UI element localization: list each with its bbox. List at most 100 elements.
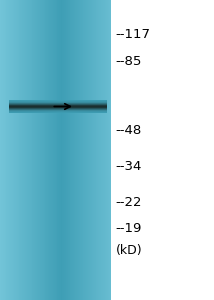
Bar [41, 0, 42, 300]
Bar [0, 0, 1, 300]
Bar [59, 0, 60, 300]
Bar [93, 0, 94, 300]
Text: --19: --19 [116, 221, 142, 235]
Bar [53, 0, 54, 300]
Bar [99, 0, 100, 300]
Bar [97, 0, 98, 300]
Bar [110, 0, 111, 300]
Bar [35, 0, 36, 300]
Bar [22, 0, 23, 300]
Bar [24, 0, 25, 300]
Text: --85: --85 [116, 55, 142, 68]
Bar [16, 0, 17, 300]
Bar [89, 0, 90, 300]
Bar [26, 0, 27, 300]
Bar [38, 0, 39, 300]
Bar [98, 0, 99, 300]
Text: --117: --117 [116, 28, 151, 41]
Bar [67, 0, 68, 300]
Bar [31, 0, 33, 300]
Bar [60, 0, 61, 300]
Bar [100, 0, 101, 300]
Bar [15, 0, 16, 300]
Bar [92, 0, 93, 300]
Bar [66, 0, 67, 300]
Bar [2, 0, 3, 300]
Bar [109, 0, 110, 300]
Bar [3, 0, 4, 300]
Bar [9, 0, 10, 300]
Bar [14, 0, 15, 300]
Bar [94, 0, 95, 300]
Bar [69, 0, 70, 300]
Bar [18, 0, 19, 300]
Bar [81, 0, 82, 300]
Text: (kD): (kD) [116, 244, 142, 257]
Bar [11, 0, 12, 300]
Bar [12, 0, 13, 300]
Bar [4, 0, 5, 300]
Bar [58, 0, 59, 300]
Bar [33, 0, 34, 300]
Bar [29, 0, 30, 300]
Bar [50, 0, 51, 300]
Bar [37, 0, 38, 300]
Bar [75, 0, 76, 300]
Bar [74, 0, 75, 300]
Bar [70, 0, 71, 300]
Text: --22: --22 [116, 196, 142, 209]
Bar [6, 0, 7, 300]
Bar [73, 0, 74, 300]
Bar [77, 0, 78, 300]
Bar [28, 0, 29, 300]
Bar [103, 0, 104, 300]
Bar [51, 0, 52, 300]
Bar [10, 0, 11, 300]
Bar [8, 0, 9, 300]
Bar [40, 0, 41, 300]
Text: --48: --48 [116, 124, 142, 137]
Bar [102, 0, 103, 300]
Bar [78, 0, 79, 300]
Text: --34: --34 [116, 160, 142, 173]
Bar [87, 0, 88, 300]
Bar [82, 0, 83, 300]
Bar [106, 0, 107, 300]
Bar [20, 0, 21, 300]
Bar [47, 0, 48, 300]
Bar [54, 0, 55, 300]
Bar [80, 0, 81, 300]
Bar [7, 0, 8, 300]
Bar [17, 0, 18, 300]
Bar [48, 0, 49, 300]
Bar [64, 0, 65, 300]
Bar [21, 0, 22, 300]
Bar [49, 0, 50, 300]
Bar [90, 0, 91, 300]
Bar [71, 0, 72, 300]
Bar [56, 0, 58, 300]
Bar [86, 0, 87, 300]
Bar [19, 0, 20, 300]
Bar [101, 0, 102, 300]
Bar [44, 0, 45, 300]
Bar [83, 0, 84, 300]
Bar [79, 0, 80, 300]
Bar [36, 0, 37, 300]
Bar [42, 0, 43, 300]
Bar [5, 0, 6, 300]
Bar [104, 0, 105, 300]
Bar [76, 0, 77, 300]
Bar [1, 0, 2, 300]
Bar [91, 0, 92, 300]
Bar [46, 0, 47, 300]
Bar [65, 0, 66, 300]
Bar [34, 0, 35, 300]
Bar [63, 0, 64, 300]
Bar [61, 0, 62, 300]
Bar [88, 0, 89, 300]
Bar [45, 0, 46, 300]
Bar [62, 0, 63, 300]
Bar [84, 0, 85, 300]
Bar [108, 0, 109, 300]
